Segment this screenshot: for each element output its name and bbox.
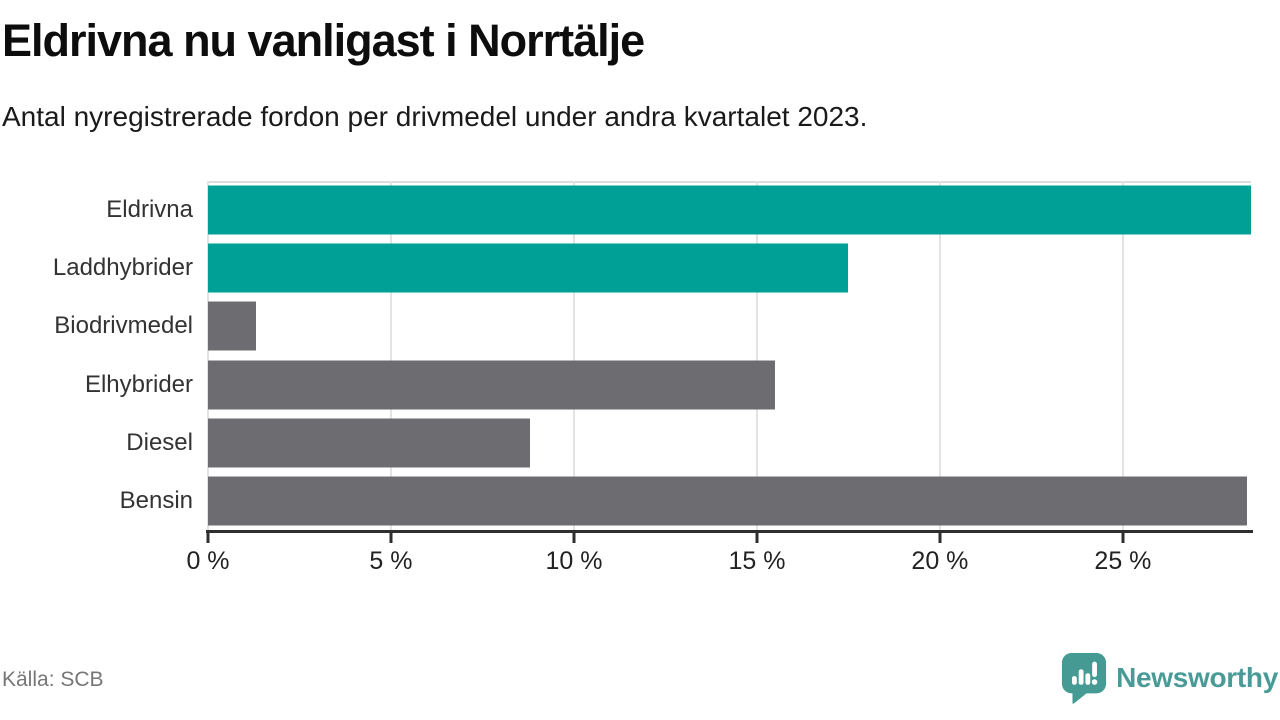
- x-axis-line: [206, 530, 1253, 533]
- axis-tick: [938, 533, 942, 543]
- gridlines: [207, 181, 1251, 530]
- gridline-20: [938, 181, 941, 530]
- bar-bensin: [208, 476, 1248, 526]
- plot-area: 0 % 5 % 10 % 15 % 20 % 25 %: [186, 181, 1253, 575]
- bar-elhybrider: [208, 360, 776, 410]
- bar-row: [208, 356, 1251, 414]
- bar-laddhybrider: [208, 243, 849, 293]
- bar-row: [208, 297, 1251, 355]
- newsworthy-logo: Newsworthy: [1060, 650, 1278, 706]
- category-labels: Eldrivna Laddhybrider Biodrivmedel Elhybrid…: [0, 181, 193, 530]
- chart-title: Eldrivna nu vanligast i Norrtälje: [2, 15, 645, 66]
- category-label-diesel: Diesel: [126, 428, 193, 456]
- gridline-5: [389, 181, 392, 530]
- bar-biodrivmedel: [208, 301, 256, 351]
- bar-row: [208, 414, 1251, 472]
- bar-row: [208, 181, 1251, 239]
- axis-tick: [389, 533, 393, 543]
- bar-diesel: [208, 418, 531, 468]
- gridline-10: [572, 181, 575, 530]
- axis-tick: [755, 533, 759, 543]
- newsworthy-logo-text: Newsworthy: [1116, 662, 1278, 693]
- axis-tick: [572, 533, 576, 543]
- axis-tick-label: 20 %: [911, 547, 969, 575]
- bar-row: [208, 472, 1251, 530]
- axis-tick-label: 15 %: [728, 547, 786, 575]
- axis-tick-label: 0 %: [186, 547, 230, 575]
- newsworthy-logo-icon: [1060, 651, 1108, 705]
- category-label-elhybrider: Elhybrider: [84, 370, 193, 398]
- bar-eldrivna: [208, 185, 1251, 235]
- bars-container: [208, 181, 1251, 530]
- gridline-15: [755, 181, 758, 530]
- axis-tick-label: 25 %: [1094, 547, 1152, 575]
- bar-row: [208, 239, 1251, 297]
- source-note: Källa: SCB: [2, 668, 104, 691]
- x-axis-ticks: 0 % 5 % 10 % 15 % 20 % 25 %: [186, 533, 1251, 583]
- gridline-25: [1121, 181, 1124, 530]
- axis-tick-label: 5 %: [369, 547, 413, 575]
- axis-tick-label: 10 %: [545, 547, 603, 575]
- category-label-biodrivmedel: Biodrivmedel: [54, 312, 193, 340]
- axis-tick: [1121, 533, 1125, 543]
- gridline-0: [207, 181, 209, 530]
- category-label-laddhybrider: Laddhybrider: [52, 254, 193, 282]
- plot-top-border: [208, 181, 1251, 183]
- axis-tick: [206, 533, 210, 543]
- chart-subtitle: Antal nyregistrerade fordon per drivmede…: [2, 101, 868, 132]
- category-label-bensin: Bensin: [119, 486, 193, 514]
- category-label-eldrivna: Eldrivna: [106, 196, 193, 224]
